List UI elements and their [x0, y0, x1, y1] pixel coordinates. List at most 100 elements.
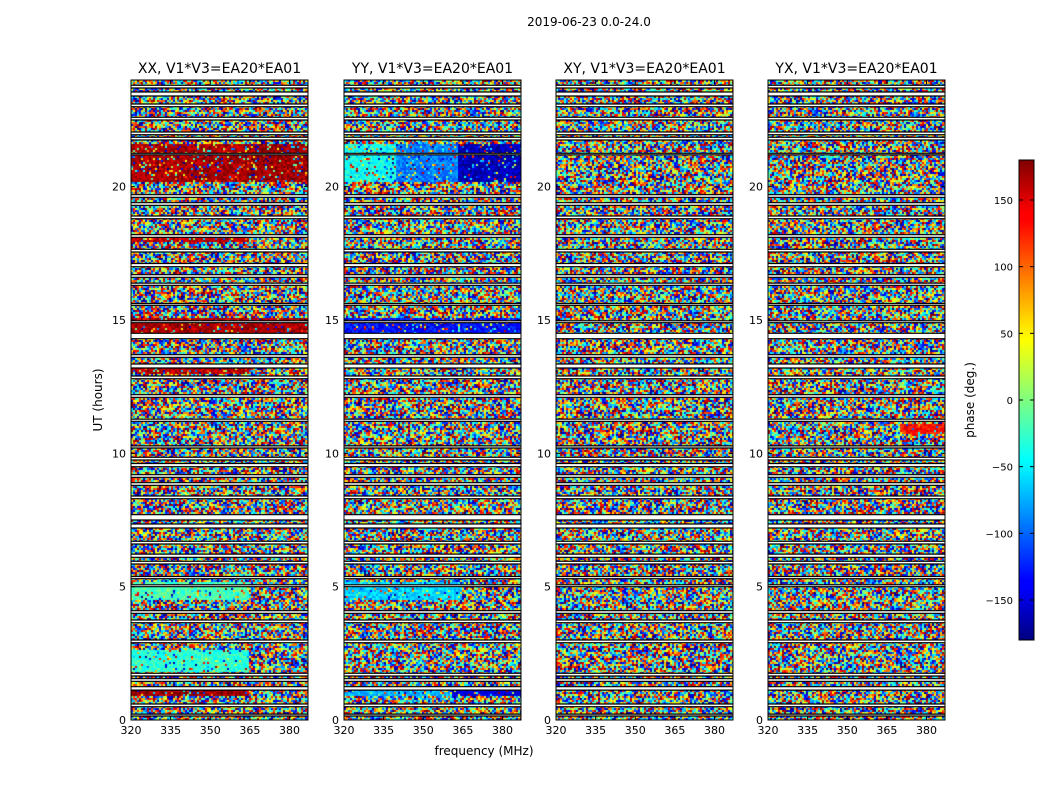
data-gap-band [768, 524, 945, 528]
data-gap-band [344, 474, 521, 478]
y-tick-label: 15 [537, 314, 551, 327]
colorbar: 150 100 50 0 −50 −100 −150 phase (deg.) [963, 159, 1035, 641]
x-tick-label: 380 [492, 724, 513, 737]
x-tick-label: 320 [121, 724, 142, 737]
x-tick-label: 365 [239, 724, 260, 737]
data-gap-band [131, 354, 308, 358]
data-gap-band [344, 85, 521, 88]
data-gap-band [556, 640, 733, 643]
data-gap-band [131, 474, 308, 478]
data-gap-band [131, 686, 308, 691]
data-gap-band [768, 263, 945, 267]
colorbar-tick-label: −50 [992, 463, 1013, 474]
data-gap-band [556, 620, 733, 623]
data-gap-band [768, 541, 945, 544]
data-gap-band [344, 584, 521, 587]
phase-heatmap [344, 80, 521, 720]
colorbar-label: phase (deg.) [963, 362, 977, 438]
data-gap-band [344, 640, 521, 643]
data-gap-band [556, 482, 733, 486]
data-gap-band [344, 673, 521, 676]
data-gap-band [344, 394, 521, 398]
data-gap-band [344, 249, 521, 252]
data-gap-band [556, 678, 733, 682]
colorbar-tick-label: 150 [994, 196, 1013, 207]
data-gap-band [556, 137, 733, 140]
y-tick-label: 15 [112, 314, 126, 327]
data-gap-band [344, 263, 521, 267]
data-gap-band [344, 92, 521, 96]
data-gap-band [768, 714, 945, 716]
data-gap-band [344, 554, 521, 558]
x-tick-label: 350 [625, 724, 646, 737]
data-gap-band [131, 92, 308, 96]
data-gap-band [556, 153, 733, 155]
y-tick-label: 5 [544, 581, 551, 594]
data-gap-band [768, 249, 945, 252]
data-gap-band [344, 137, 521, 140]
data-gap-band [131, 194, 308, 198]
y-tick-label: 0 [756, 714, 763, 727]
data-gap-band [344, 153, 521, 155]
data-gap-band [768, 194, 945, 198]
panel-3: YX, V1*V3=EA20*EA01 320 335 350 365 380 0 5 10 15… [749, 61, 946, 737]
y-tick-label: 20 [749, 181, 763, 194]
data-gap-band [556, 85, 733, 88]
panel-0: XX, V1*V3=EA20*EA01 320 335 350 365 380 0 5 10 15… [112, 61, 309, 737]
data-gap-band [556, 686, 733, 691]
x-tick-label: 365 [876, 724, 897, 737]
colorbar-tick-label: 0 [1007, 396, 1013, 407]
data-gap-band [344, 463, 521, 467]
data-gap-band [344, 320, 521, 323]
data-gap-band [768, 514, 945, 520]
data-gap-band [131, 620, 308, 623]
data-gap-band [768, 419, 945, 422]
x-tick-label: 320 [334, 724, 355, 737]
data-gap-band [556, 463, 733, 467]
data-gap-band [131, 457, 308, 460]
data-gap-band [768, 333, 945, 339]
data-gap-band [344, 445, 521, 448]
y-tick-label: 5 [756, 581, 763, 594]
y-tick-label: 5 [119, 581, 126, 594]
data-gap-band [768, 104, 945, 107]
data-gap-band [768, 576, 945, 579]
data-gap-band [131, 496, 308, 499]
data-gap-band [556, 673, 733, 676]
panel-frame [130, 79, 309, 721]
colorbar-ticks: 150 100 50 0 −50 −100 −150 [986, 196, 1034, 607]
data-gap-band [768, 496, 945, 499]
data-gap-band [131, 704, 308, 707]
data-gap-band [131, 249, 308, 252]
data-gap-band [556, 132, 733, 135]
data-gap-band [556, 394, 733, 398]
data-gap-band [344, 104, 521, 107]
y-tick-label: 10 [749, 447, 763, 460]
x-tick-label: 350 [413, 724, 434, 737]
x-tick-label: 335 [797, 724, 818, 737]
data-gap-band [344, 561, 521, 564]
panel-frame [555, 79, 734, 721]
data-gap-band [131, 333, 308, 339]
data-gap-band [768, 620, 945, 623]
data-gap-band [556, 576, 733, 579]
data-gap-band [344, 132, 521, 135]
x-tick-label: 335 [160, 724, 181, 737]
data-gap-band [556, 216, 733, 219]
data-gap-band [131, 132, 308, 135]
y-tick-label: 10 [537, 447, 551, 460]
data-gap-band [344, 234, 521, 238]
x-tick-label: 335 [373, 724, 394, 737]
data-gap-band [768, 561, 945, 564]
phase-heatmap [131, 80, 308, 720]
data-gap-band [556, 610, 733, 614]
data-gap-band [768, 354, 945, 358]
data-gap-band [768, 673, 945, 676]
data-gap-band [131, 576, 308, 579]
data-gap-band [344, 496, 521, 499]
data-gap-band [556, 354, 733, 358]
data-gap-band [768, 85, 945, 88]
data-gap-band [768, 117, 945, 120]
x-tick-label: 350 [837, 724, 858, 737]
